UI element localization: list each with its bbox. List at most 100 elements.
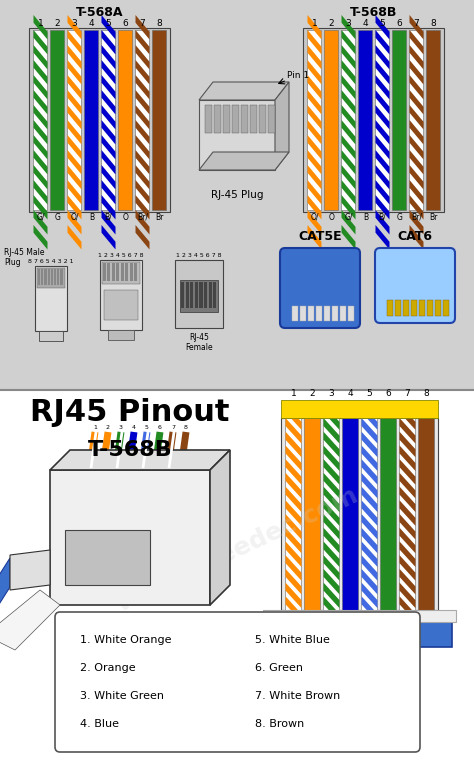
Bar [213,282,217,308]
Polygon shape [34,165,47,189]
Polygon shape [0,590,60,650]
Polygon shape [375,135,390,160]
Polygon shape [308,15,321,39]
Bar [419,418,435,610]
Bar [325,30,338,210]
Polygon shape [323,500,339,526]
Polygon shape [410,15,423,39]
Polygon shape [101,45,116,69]
Bar [126,263,128,281]
Text: 1. White Orange: 1. White Orange [80,635,172,645]
Text: 7: 7 [140,19,146,28]
Polygon shape [285,596,301,622]
Polygon shape [285,569,301,594]
Text: Br: Br [429,213,438,222]
Bar [410,30,423,210]
Polygon shape [323,514,339,540]
Polygon shape [67,165,82,189]
Polygon shape [101,225,116,249]
Text: Br/: Br/ [137,213,148,222]
Bar [200,282,202,308]
Text: 7: 7 [171,425,175,430]
Polygon shape [34,210,47,235]
Polygon shape [400,486,416,512]
Bar [381,418,396,610]
Text: 2: 2 [310,389,315,398]
Bar [130,263,133,281]
Bar [186,282,189,308]
Polygon shape [410,210,423,235]
Polygon shape [308,150,321,174]
Bar [60,269,63,285]
Polygon shape [34,15,47,39]
Polygon shape [308,45,321,69]
Polygon shape [375,75,390,100]
Bar [241,105,248,133]
Polygon shape [210,450,230,605]
Polygon shape [323,624,339,649]
Polygon shape [308,180,321,205]
Bar [100,260,142,330]
Polygon shape [375,195,390,219]
Polygon shape [67,90,82,114]
Text: 6: 6 [397,19,402,28]
Polygon shape [323,583,339,608]
Text: 8: 8 [430,19,437,28]
Text: 2: 2 [328,19,334,28]
Polygon shape [308,165,321,189]
Text: 5: 5 [106,19,111,28]
Text: G/: G/ [344,213,353,222]
Polygon shape [362,569,377,594]
Bar [300,306,306,321]
Polygon shape [285,486,301,512]
Bar [214,105,221,133]
Text: 1: 1 [291,389,296,398]
Polygon shape [400,541,416,567]
Bar [308,306,314,321]
Bar [103,263,106,281]
Text: 8: 8 [184,425,188,430]
Bar [181,282,184,308]
Polygon shape [285,445,301,471]
Polygon shape [362,432,377,457]
Text: 7: 7 [405,389,410,398]
Text: 1: 1 [311,19,318,28]
Polygon shape [285,555,301,581]
Polygon shape [101,165,116,189]
Text: G: G [397,213,402,222]
Bar [259,105,266,133]
Bar [117,263,119,281]
Text: 8: 8 [424,389,429,398]
Polygon shape [101,150,116,174]
Polygon shape [400,583,416,608]
Polygon shape [308,195,321,219]
Text: 3: 3 [72,19,77,28]
Polygon shape [341,45,356,69]
Text: 6: 6 [386,389,392,398]
Polygon shape [362,596,377,622]
Polygon shape [323,569,339,594]
Polygon shape [67,15,82,39]
Bar [29,28,171,212]
Text: 1 2 3 4 5 6 7 8: 1 2 3 4 5 6 7 8 [98,253,144,258]
Polygon shape [362,514,377,540]
Polygon shape [400,473,416,499]
Polygon shape [341,15,356,39]
Bar [323,418,339,610]
Text: 3: 3 [328,389,334,398]
Polygon shape [375,60,390,84]
Text: 1: 1 [37,19,44,28]
Polygon shape [410,150,423,174]
Bar [292,306,298,321]
Polygon shape [410,75,423,100]
Polygon shape [400,610,416,635]
Text: 1: 1 [93,425,97,430]
Bar [358,30,373,210]
Bar [392,30,407,210]
Bar [282,400,438,418]
Polygon shape [285,541,301,567]
Polygon shape [410,120,423,144]
Bar [118,30,133,210]
Bar [427,30,440,210]
Polygon shape [375,90,390,114]
